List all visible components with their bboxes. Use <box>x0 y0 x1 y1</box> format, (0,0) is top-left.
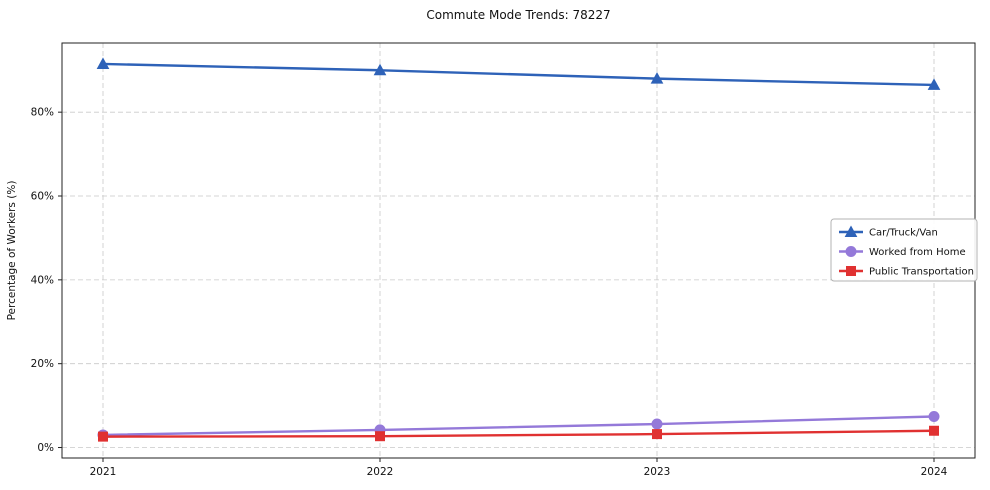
square-marker <box>652 429 662 440</box>
series-car-truck-van <box>96 57 941 90</box>
triangle-marker <box>96 57 110 69</box>
chart-title: Commute Mode Trends: 78227 <box>426 8 611 22</box>
series-public-transportation <box>98 425 939 442</box>
y-tick-label: 0% <box>37 442 54 454</box>
circle-marker <box>845 246 857 257</box>
x-axis: 2021 2022 2023 2024 <box>90 458 948 478</box>
circle-marker <box>928 411 940 422</box>
legend-label: Public Transportation <box>869 267 974 278</box>
triangle-marker <box>844 225 858 237</box>
legend-box <box>830 218 978 282</box>
y-axis: 0% 20% 40% 60% 80% Percentage of Workers (%) <box>6 107 62 454</box>
legend-label: Worked from Home <box>869 247 966 258</box>
triangle-marker <box>650 72 664 84</box>
circle-marker <box>651 418 663 430</box>
y-tick-label: 60% <box>31 191 54 203</box>
gridlines <box>62 43 975 458</box>
square-marker <box>929 425 939 436</box>
x-tick-label: 2023 <box>644 466 671 478</box>
y-tick-label: 80% <box>31 107 54 119</box>
series-line <box>101 429 936 438</box>
x-tick-label: 2022 <box>367 466 394 478</box>
legend-item-worked-from-home: Worked from Home <box>839 246 966 258</box>
legend-item-public-transportation: Public Transportation <box>839 266 974 278</box>
square-marker <box>846 266 856 276</box>
triangle-marker <box>373 63 387 76</box>
legend: Car/Truck/Van Worked from Home Public Tran… <box>830 218 978 282</box>
legend-item-car-truck-van: Car/Truck/Van <box>839 225 938 239</box>
series-line <box>101 415 936 437</box>
series-line <box>101 62 936 87</box>
y-tick-label: 20% <box>31 358 54 370</box>
x-tick-label: 2024 <box>921 466 948 478</box>
square-marker <box>98 431 108 442</box>
triangle-marker <box>927 78 941 90</box>
square-marker <box>375 431 385 442</box>
y-axis-label: Percentage of Workers (%) <box>6 181 18 321</box>
x-tick-label: 2021 <box>90 466 117 478</box>
y-tick-label: 40% <box>31 274 54 286</box>
legend-label: Car/Truck/Van <box>869 228 938 239</box>
